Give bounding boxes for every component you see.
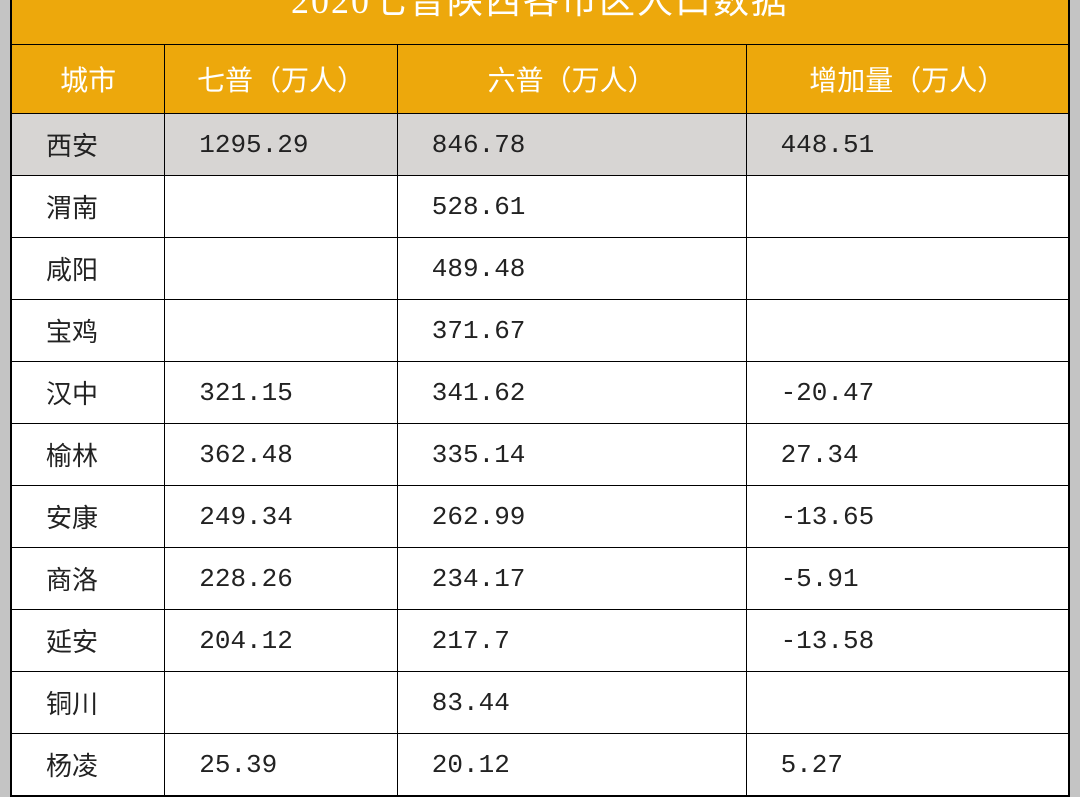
- cell-q7: 204.12: [165, 610, 398, 672]
- cell-q6: 262.99: [397, 486, 746, 548]
- column-header-q7: 七普（万人）: [165, 45, 398, 114]
- cell-delta: [746, 238, 1068, 300]
- table-row: 商洛228.26234.17-5.91: [12, 548, 1069, 610]
- cell-q7: 362.48: [165, 424, 398, 486]
- cell-q7: [165, 238, 398, 300]
- cell-q6: 217.7: [397, 610, 746, 672]
- column-header-delta: 增加量（万人）: [746, 45, 1068, 114]
- table-row: 延安204.12217.7-13.58: [12, 610, 1069, 672]
- cell-q7: [165, 176, 398, 238]
- cell-q6: 341.62: [397, 362, 746, 424]
- cell-city: 铜川: [12, 672, 165, 734]
- cell-city: 杨凌: [12, 734, 165, 796]
- cell-delta: -13.58: [746, 610, 1068, 672]
- cell-delta: 27.34: [746, 424, 1068, 486]
- column-header-city: 城市: [12, 45, 165, 114]
- cell-q7: 25.39: [165, 734, 398, 796]
- cell-city: 渭南: [12, 176, 165, 238]
- cell-city: 汉中: [12, 362, 165, 424]
- cell-city: 安康: [12, 486, 165, 548]
- cell-delta: 448.51: [746, 114, 1068, 176]
- table-title-row: 2020七普陕西各市区人口数据: [12, 0, 1069, 45]
- column-header-q6: 六普（万人）: [397, 45, 746, 114]
- table-row: 咸阳 489.48: [12, 238, 1069, 300]
- cell-q7: 1295.29: [165, 114, 398, 176]
- table-row: 渭南 528.61: [12, 176, 1069, 238]
- table-row: 安康249.34262.99-13.65: [12, 486, 1069, 548]
- table-title: 2020七普陕西各市区人口数据: [291, 0, 789, 21]
- table-header-row: 城市七普（万人）六普（万人）增加量（万人）: [12, 45, 1069, 114]
- cell-q6: 20.12: [397, 734, 746, 796]
- cell-city: 咸阳: [12, 238, 165, 300]
- table-row: 铜川 83.44: [12, 672, 1069, 734]
- cell-q6: 489.48: [397, 238, 746, 300]
- cell-q7: 321.15: [165, 362, 398, 424]
- cell-q7: [165, 672, 398, 734]
- cell-q6: 83.44: [397, 672, 746, 734]
- cell-delta: -13.65: [746, 486, 1068, 548]
- cell-delta: 5.27: [746, 734, 1068, 796]
- cell-delta: [746, 672, 1068, 734]
- cell-delta: [746, 300, 1068, 362]
- cell-delta: [746, 176, 1068, 238]
- table-row: 汉中321.15341.62-20.47: [12, 362, 1069, 424]
- population-table-container: 2020七普陕西各市区人口数据 城市七普（万人）六普（万人）增加量（万人） 西安…: [10, 0, 1070, 797]
- cell-q6: 234.17: [397, 548, 746, 610]
- cell-city: 宝鸡: [12, 300, 165, 362]
- cell-q6: 846.78: [397, 114, 746, 176]
- table-row: 榆林362.48335.1427.34: [12, 424, 1069, 486]
- cell-city: 延安: [12, 610, 165, 672]
- cell-q6: 528.61: [397, 176, 746, 238]
- table-row: 杨凌25.3920.125.27: [12, 734, 1069, 796]
- table-row: 宝鸡 371.67: [12, 300, 1069, 362]
- cell-q6: 335.14: [397, 424, 746, 486]
- cell-city: 榆林: [12, 424, 165, 486]
- cell-q7: [165, 300, 398, 362]
- population-table: 2020七普陕西各市区人口数据 城市七普（万人）六普（万人）增加量（万人） 西安…: [11, 0, 1069, 796]
- table-body: 西安1295.29846.78448.51渭南528.61咸阳489.48宝鸡3…: [12, 114, 1069, 796]
- cell-delta: -20.47: [746, 362, 1068, 424]
- cell-q7: 249.34: [165, 486, 398, 548]
- cell-city: 西安: [12, 114, 165, 176]
- cell-delta: -5.91: [746, 548, 1068, 610]
- cell-q6: 371.67: [397, 300, 746, 362]
- cell-q7: 228.26: [165, 548, 398, 610]
- cell-city: 商洛: [12, 548, 165, 610]
- table-row: 西安1295.29846.78448.51: [12, 114, 1069, 176]
